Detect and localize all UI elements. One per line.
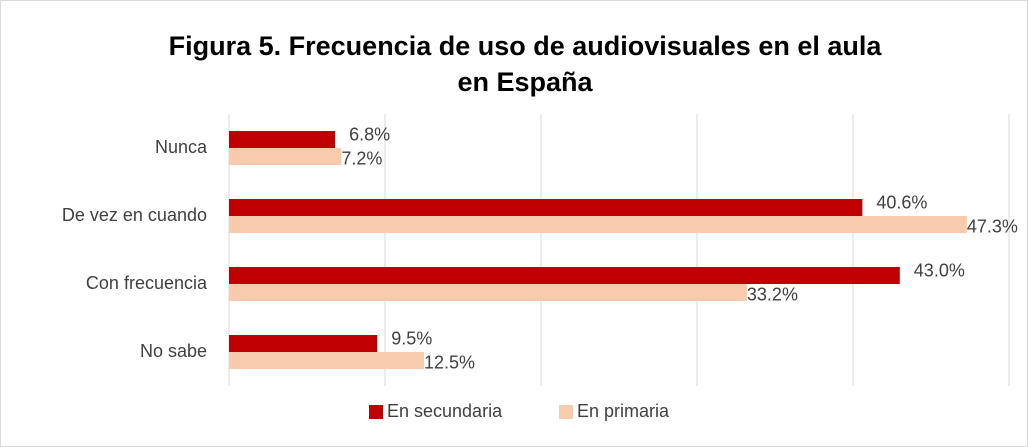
- data-label: 47.3%: [967, 216, 1018, 236]
- y-tick-label: De vez en cuando: [62, 205, 207, 225]
- data-label: 6.8%: [349, 124, 390, 144]
- y-tick-label: No sabe: [140, 341, 207, 361]
- bar: [229, 148, 342, 165]
- bar: [229, 131, 336, 148]
- chart-title: Figura 5. Frecuencia de uso de audiovisu…: [168, 31, 882, 97]
- y-tick-label: Nunca: [155, 137, 208, 157]
- bar: [229, 352, 424, 369]
- y-tick-label: Con frecuencia: [86, 273, 208, 293]
- legend-label: En secundaria: [387, 401, 503, 421]
- bar: [229, 267, 900, 284]
- data-label: 9.5%: [391, 328, 432, 348]
- data-label: 43.0%: [914, 260, 965, 280]
- bar: [229, 335, 378, 352]
- legend-swatch: [369, 405, 383, 419]
- data-label: 7.2%: [341, 148, 382, 168]
- data-label: 33.2%: [747, 284, 798, 304]
- bar: [229, 284, 747, 301]
- legend-swatch: [559, 405, 573, 419]
- data-label: 40.6%: [876, 192, 927, 212]
- bar: [229, 216, 967, 233]
- data-label: 12.5%: [424, 352, 475, 372]
- legend-label: En primaria: [577, 401, 670, 421]
- bar: [229, 199, 863, 216]
